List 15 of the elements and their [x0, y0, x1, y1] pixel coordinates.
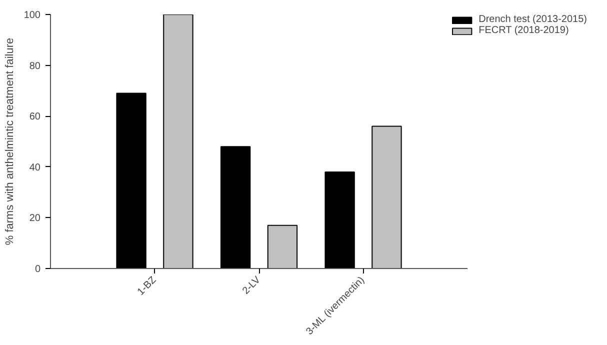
bar [267, 224, 298, 268]
y-axis-title: % farms with anthelmintic treatment failure [4, 38, 16, 246]
y-tick-label: 60 [29, 112, 41, 123]
y-tick-label: 40 [29, 162, 41, 174]
bar [163, 14, 194, 268]
y-tick-label: 0 [34, 264, 41, 275]
y-tick-label: 80 [29, 60, 41, 72]
legend-label: Drench test (2013-2015) [478, 14, 587, 25]
y-tick-label: 100 [24, 10, 41, 21]
bar [116, 92, 146, 268]
y-tick-label: 20 [29, 213, 41, 224]
bar [372, 126, 402, 268]
legend-label: FECRT (2018-2019) [478, 25, 569, 36]
bar [220, 146, 251, 268]
bar [324, 171, 355, 268]
